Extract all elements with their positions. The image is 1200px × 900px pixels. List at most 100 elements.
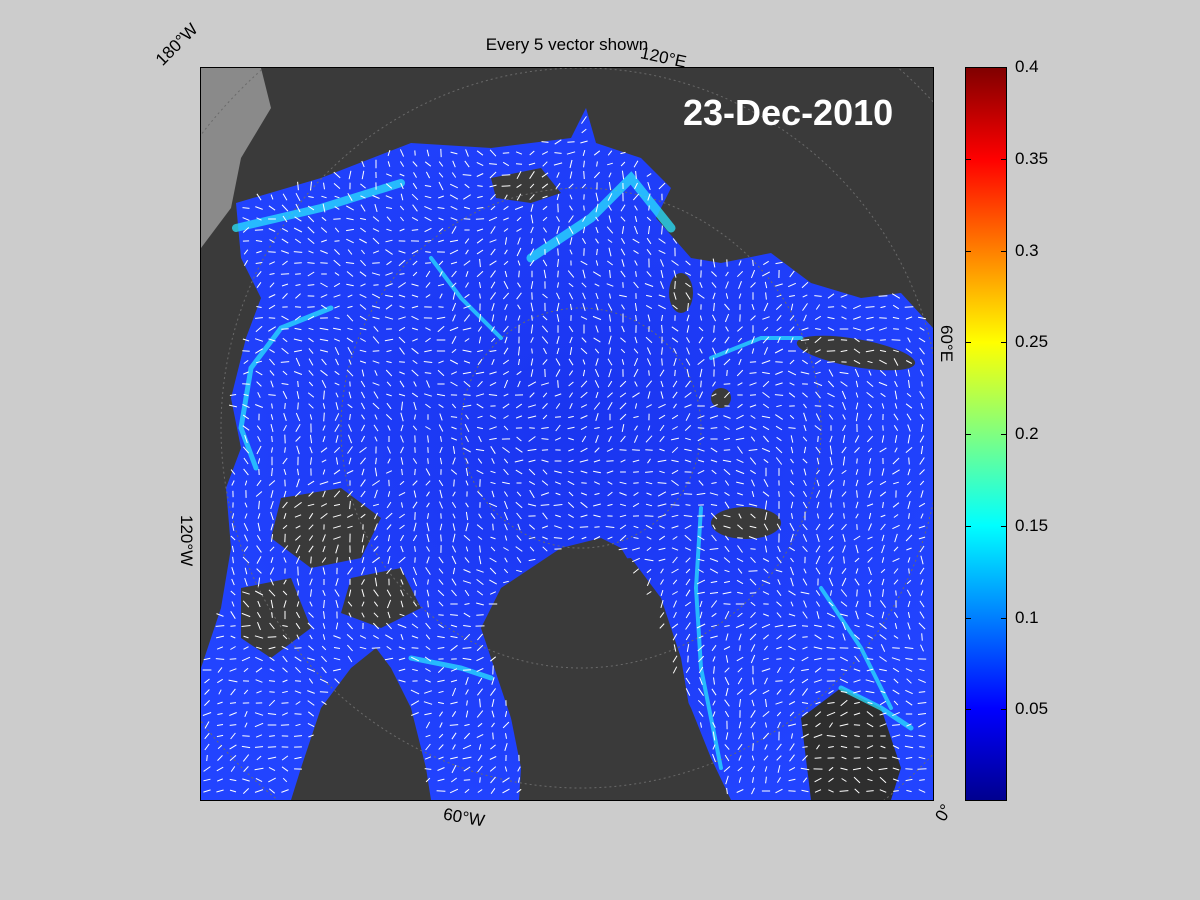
- drift-vector: [788, 778, 796, 782]
- drift-vector: [853, 712, 861, 716]
- drift-vector: [243, 646, 249, 650]
- drift-vector: [412, 161, 418, 167]
- drift-vector: [921, 633, 923, 641]
- drift-vector: [450, 469, 458, 475]
- drift-vector: [268, 317, 276, 319]
- drift-vector: [829, 456, 833, 466]
- drift-vector: [750, 282, 756, 288]
- drift-vector: [491, 303, 495, 311]
- drift-vector: [659, 448, 665, 452]
- drift-vector: [697, 546, 705, 552]
- drift-vector: [385, 634, 393, 640]
- drift-vector: [920, 513, 924, 519]
- drift-vector: [556, 216, 560, 222]
- drift-vector: [789, 522, 795, 532]
- drift-vector: [231, 567, 235, 575]
- drift-vector: [893, 678, 899, 684]
- drift-vector: [920, 590, 924, 596]
- drift-vector: [491, 698, 495, 708]
- drift-vector: [673, 357, 677, 367]
- drift-vector: [346, 470, 354, 474]
- drift-vector: [477, 185, 483, 187]
- drift-vector: [335, 435, 339, 443]
- drift-vector: [802, 534, 808, 542]
- drift-vector: [333, 657, 341, 661]
- drift-vector: [334, 338, 340, 342]
- drift-vector: [439, 413, 443, 421]
- drift-vector: [321, 379, 327, 389]
- drift-vector: [204, 743, 210, 751]
- drift-vector: [774, 394, 784, 396]
- drift-vector: [270, 523, 274, 531]
- drift-vector: [333, 446, 341, 454]
- drift-vector: [438, 181, 444, 191]
- colorbar-tick-mark: [1001, 525, 1007, 527]
- drift-vector: [244, 567, 248, 575]
- drift-vector: [788, 590, 796, 596]
- drift-vector: [724, 391, 730, 399]
- drift-vector: [868, 589, 872, 597]
- drift-vector: [491, 314, 495, 322]
- drift-vector: [476, 656, 484, 662]
- drift-vector: [660, 281, 664, 289]
- drift-vector: [479, 698, 481, 708]
- drift-vector: [918, 316, 926, 320]
- drift-vector: [360, 479, 366, 487]
- drift-vector: [750, 436, 756, 442]
- drift-vector: [814, 359, 822, 365]
- drift-vector: [685, 260, 691, 266]
- drift-vector: [463, 305, 471, 309]
- drift-vector: [892, 457, 900, 465]
- drift-vector: [891, 339, 901, 341]
- drift-vector: [606, 448, 614, 452]
- drift-vector: [594, 283, 600, 287]
- drift-vector: [385, 239, 393, 243]
- drift-vector: [893, 413, 899, 421]
- drift-vector: [582, 369, 586, 377]
- drift-vector: [802, 611, 808, 619]
- drift-vector: [633, 249, 639, 255]
- drift-vector: [294, 315, 302, 321]
- drift-vector: [230, 688, 236, 696]
- drift-vector: [450, 756, 458, 760]
- drift-vector: [451, 426, 457, 430]
- drift-vector: [450, 701, 458, 705]
- drift-vector: [242, 446, 250, 454]
- drift-vector: [372, 350, 380, 352]
- drift-vector: [217, 713, 223, 715]
- drift-vector: [425, 480, 431, 486]
- drift-vector: [569, 347, 573, 355]
- drift-vector: [868, 566, 872, 576]
- drift-vector: [399, 380, 405, 388]
- drift-vector: [242, 338, 250, 342]
- drift-vector: [749, 578, 757, 586]
- drift-vector: [726, 787, 728, 795]
- drift-vector: [904, 735, 914, 737]
- drift-vector: [335, 622, 339, 630]
- drift-vector: [254, 338, 264, 342]
- drift-vector: [491, 458, 495, 464]
- drift-vector: [737, 403, 743, 409]
- drift-vector: [814, 295, 822, 297]
- drift-vector: [906, 413, 912, 421]
- drift-vector: [516, 788, 522, 794]
- drift-vector: [334, 424, 340, 432]
- drift-vector: [242, 788, 250, 794]
- drift-vector: [762, 634, 770, 640]
- drift-vector: [893, 349, 899, 353]
- drift-vector: [464, 589, 470, 597]
- drift-vector: [672, 633, 678, 641]
- drift-vector: [594, 380, 600, 388]
- drift-vector: [411, 647, 419, 649]
- drift-vector: [385, 470, 393, 474]
- drift-vector: [307, 226, 315, 234]
- drift-vector: [373, 612, 379, 618]
- drift-vector: [438, 744, 444, 750]
- drift-vector: [516, 491, 522, 497]
- drift-vector: [308, 348, 314, 354]
- drift-vector: [281, 238, 289, 244]
- drift-vector: [437, 283, 445, 287]
- drift-vector: [411, 347, 419, 355]
- drift-vector: [490, 536, 496, 540]
- drift-vector: [397, 623, 407, 629]
